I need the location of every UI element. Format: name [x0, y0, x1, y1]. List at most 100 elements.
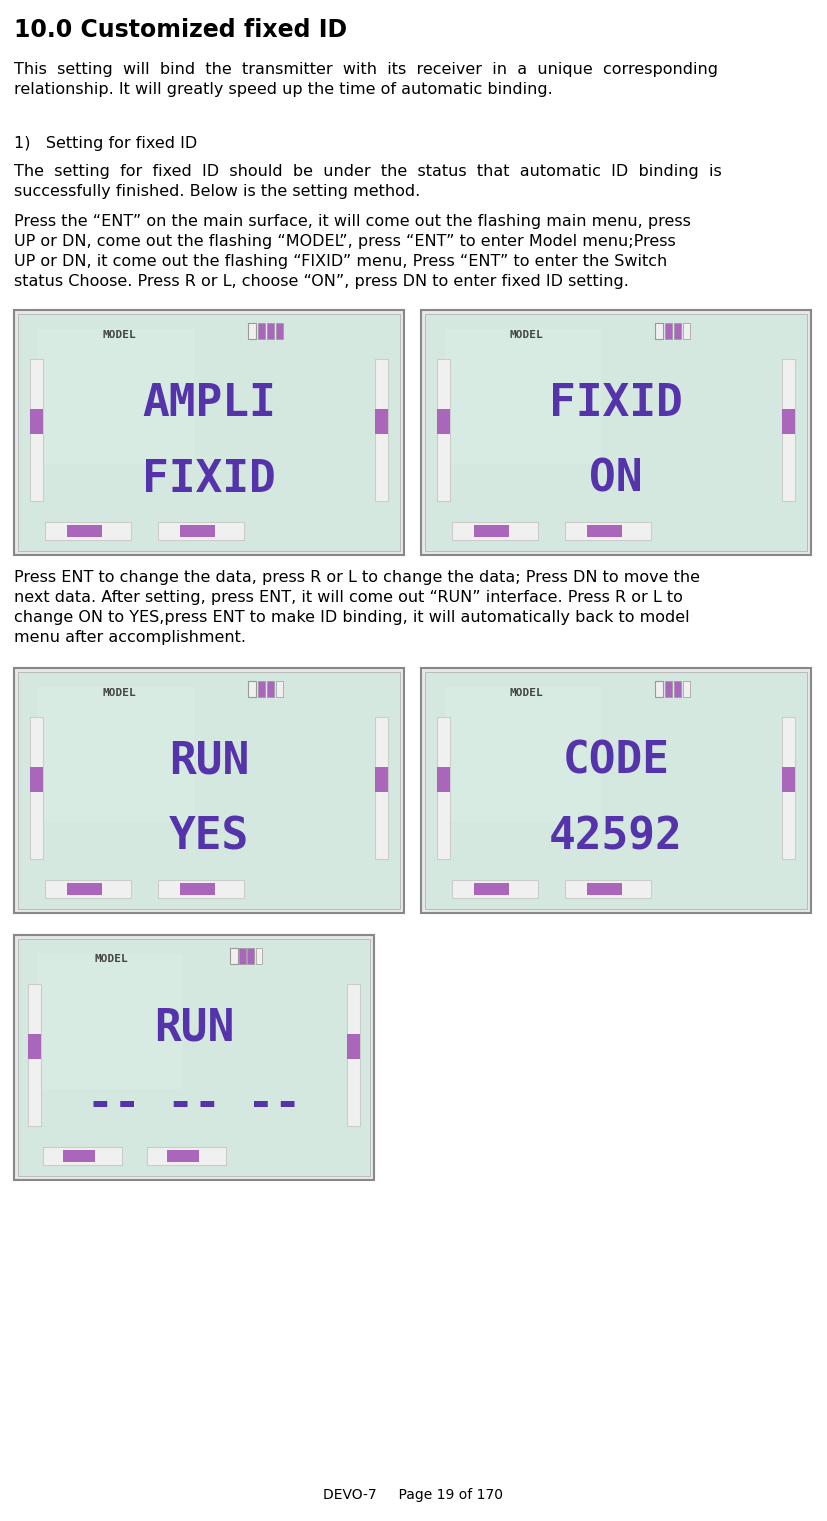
Bar — [586, 525, 622, 537]
Text: MODEL: MODEL — [103, 330, 136, 339]
Bar — [276, 681, 283, 698]
Text: MODEL: MODEL — [94, 955, 128, 964]
Text: 1)   Setting for fixed ID: 1) Setting for fixed ID — [14, 135, 198, 151]
Bar — [179, 525, 215, 537]
Bar — [67, 525, 102, 537]
Bar — [655, 681, 663, 698]
Bar — [566, 522, 651, 540]
Bar — [158, 522, 244, 540]
Bar — [247, 949, 254, 964]
Text: ON: ON — [590, 458, 643, 500]
Text: successfully finished. Below is the setting method.: successfully finished. Below is the sett… — [14, 184, 420, 199]
Bar — [445, 687, 601, 821]
Bar — [45, 881, 131, 899]
Bar — [782, 359, 796, 500]
Bar — [347, 984, 360, 1126]
Bar — [267, 324, 275, 339]
Text: next data. After setting, press ENT, it will come out “RUN” interface. Press R o: next data. After setting, press ENT, it … — [14, 590, 683, 605]
Text: Press the “ENT” on the main surface, it will come out the flashing main menu, pr: Press the “ENT” on the main surface, it … — [14, 214, 691, 230]
Bar — [14, 668, 404, 913]
Bar — [437, 767, 450, 792]
Text: MODEL: MODEL — [103, 687, 136, 698]
Text: RUN: RUN — [154, 1007, 234, 1049]
Bar — [18, 672, 400, 910]
Bar — [425, 313, 807, 551]
Bar — [30, 767, 43, 792]
Text: CODE: CODE — [562, 739, 670, 783]
Bar — [18, 938, 370, 1176]
Bar — [586, 882, 622, 894]
Bar — [14, 310, 404, 555]
Text: Press ENT to change the data, press R or L to change the data; Press DN to move : Press ENT to change the data, press R or… — [14, 570, 700, 586]
Text: FIXID: FIXID — [142, 458, 276, 500]
Bar — [276, 324, 283, 339]
Bar — [239, 949, 246, 964]
Bar — [267, 681, 275, 698]
Bar — [258, 681, 265, 698]
Bar — [347, 1034, 360, 1059]
Bar — [674, 681, 681, 698]
Bar — [375, 716, 389, 859]
Bar — [147, 1147, 227, 1165]
Bar — [665, 324, 672, 339]
Text: status Choose. Press R or L, choose “ON”, press DN to enter fixed ID setting.: status Choose. Press R or L, choose “ON”… — [14, 274, 629, 289]
Bar — [421, 668, 811, 913]
Bar — [566, 881, 651, 899]
Bar — [421, 310, 811, 555]
Text: RUN: RUN — [169, 739, 249, 783]
Text: 42592: 42592 — [549, 815, 683, 858]
Bar — [445, 329, 601, 464]
Text: MODEL: MODEL — [509, 330, 543, 339]
Text: -- -- --: -- -- -- — [87, 1083, 301, 1126]
Bar — [655, 324, 663, 339]
Bar — [38, 954, 182, 1089]
Bar — [63, 1150, 95, 1162]
Bar — [452, 522, 538, 540]
Bar — [375, 767, 389, 792]
Text: DEVO-7     Page 19 of 170: DEVO-7 Page 19 of 170 — [323, 1488, 503, 1503]
Bar — [437, 359, 450, 500]
Text: change ON to YES,press ENT to make ID binding, it will automatically back to mod: change ON to YES,press ENT to make ID bi… — [14, 610, 690, 625]
Text: YES: YES — [169, 815, 249, 858]
Bar — [28, 1034, 41, 1059]
Text: This  setting  will  bind  the  transmitter  with  its  receiver  in  a  unique : This setting will bind the transmitter w… — [14, 62, 718, 78]
Text: MODEL: MODEL — [509, 687, 543, 698]
Bar — [67, 882, 102, 894]
Text: UP or DN, come out the flashing “MODEL”, press “ENT” to enter Model menu;Press: UP or DN, come out the flashing “MODEL”,… — [14, 234, 676, 249]
Bar — [674, 324, 681, 339]
Bar — [452, 881, 538, 899]
Text: AMPLI: AMPLI — [142, 382, 276, 424]
Bar — [167, 1150, 199, 1162]
Bar — [425, 672, 807, 910]
Bar — [437, 409, 450, 435]
Bar — [258, 324, 265, 339]
Bar — [179, 882, 215, 894]
Text: 10.0 Customized fixed ID: 10.0 Customized fixed ID — [14, 18, 347, 43]
Bar — [158, 881, 244, 899]
Bar — [782, 409, 796, 435]
Text: menu after accomplishment.: menu after accomplishment. — [14, 630, 246, 645]
Bar — [474, 882, 509, 894]
Bar — [248, 324, 256, 339]
Text: FIXID: FIXID — [549, 382, 683, 424]
Bar — [30, 409, 43, 435]
Bar — [256, 949, 262, 964]
Text: The  setting  for  fixed  ID  should  be  under  the  status  that  automatic  I: The setting for fixed ID should be under… — [14, 164, 722, 179]
Bar — [45, 522, 131, 540]
Bar — [30, 716, 43, 859]
Text: UP or DN, it come out the flashing “FIXID” menu, Press “ENT” to enter the Switch: UP or DN, it come out the flashing “FIXI… — [14, 254, 667, 269]
Bar — [375, 359, 389, 500]
Bar — [474, 525, 509, 537]
Bar — [375, 409, 389, 435]
Bar — [28, 984, 41, 1126]
Bar — [248, 681, 256, 698]
Bar — [782, 716, 796, 859]
Bar — [18, 313, 400, 551]
Bar — [43, 1147, 122, 1165]
Bar — [782, 767, 796, 792]
Bar — [665, 681, 672, 698]
Bar — [683, 681, 691, 698]
Bar — [30, 359, 43, 500]
Bar — [14, 935, 374, 1180]
Bar — [230, 949, 237, 964]
